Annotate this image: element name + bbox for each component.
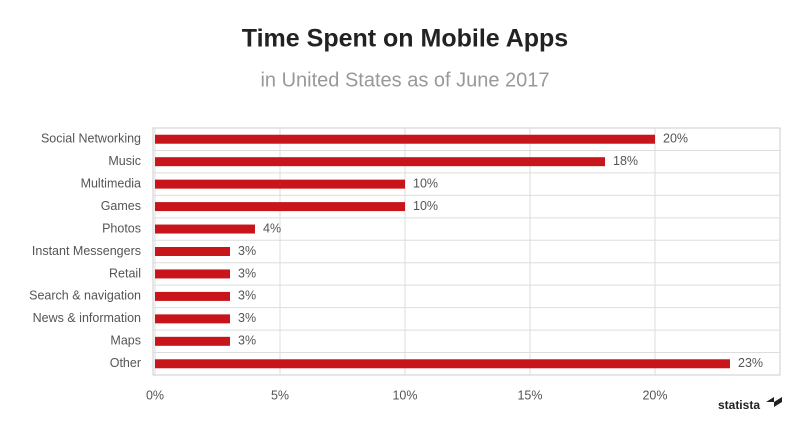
bar — [155, 202, 405, 212]
y-tick-label: Social Networking — [41, 132, 141, 146]
y-tick-label: Other — [110, 356, 141, 370]
bar — [155, 291, 230, 301]
y-tick-label: Retail — [109, 266, 141, 280]
bar — [155, 224, 255, 234]
brand-logo: statista — [718, 398, 760, 412]
y-tick-label: Photos — [102, 221, 141, 235]
bar — [155, 179, 405, 189]
y-tick-label: Games — [101, 199, 141, 213]
y-tick-label: News & information — [33, 311, 141, 325]
x-tick-label: 20% — [642, 388, 667, 402]
data-label: 4% — [263, 221, 281, 235]
data-label: 3% — [238, 311, 256, 325]
bar — [155, 157, 605, 167]
bar — [155, 134, 655, 144]
x-tick-label: 15% — [517, 388, 542, 402]
bar — [155, 247, 230, 256]
data-label: 23% — [738, 356, 763, 370]
data-label: 10% — [413, 199, 438, 213]
data-label: 10% — [413, 176, 438, 190]
data-label: 3% — [238, 244, 256, 258]
brand-icon — [766, 397, 782, 407]
y-tick-label: Instant Messengers — [32, 244, 141, 258]
x-tick-label: 0% — [146, 388, 164, 402]
data-label: 3% — [238, 289, 256, 303]
data-label: 18% — [613, 154, 638, 168]
data-label: 3% — [238, 266, 256, 280]
y-tick-label: Search & navigation — [29, 289, 141, 303]
data-label: 20% — [663, 132, 688, 146]
chart-subtitle: in United States as of June 2017 — [260, 69, 549, 91]
plot-frame — [152, 127, 781, 376]
bar — [155, 359, 730, 369]
y-tick-label: Maps — [110, 334, 141, 348]
bar — [155, 336, 230, 346]
data-label: 3% — [238, 334, 256, 348]
chart-title: Time Spent on Mobile Apps — [242, 25, 568, 53]
bar — [155, 314, 230, 324]
bar — [155, 269, 230, 279]
y-tick-label: Music — [108, 154, 141, 168]
x-tick-label: 5% — [271, 388, 289, 402]
y-tick-label: Multimedia — [81, 176, 141, 190]
x-tick-label: 10% — [392, 388, 417, 402]
